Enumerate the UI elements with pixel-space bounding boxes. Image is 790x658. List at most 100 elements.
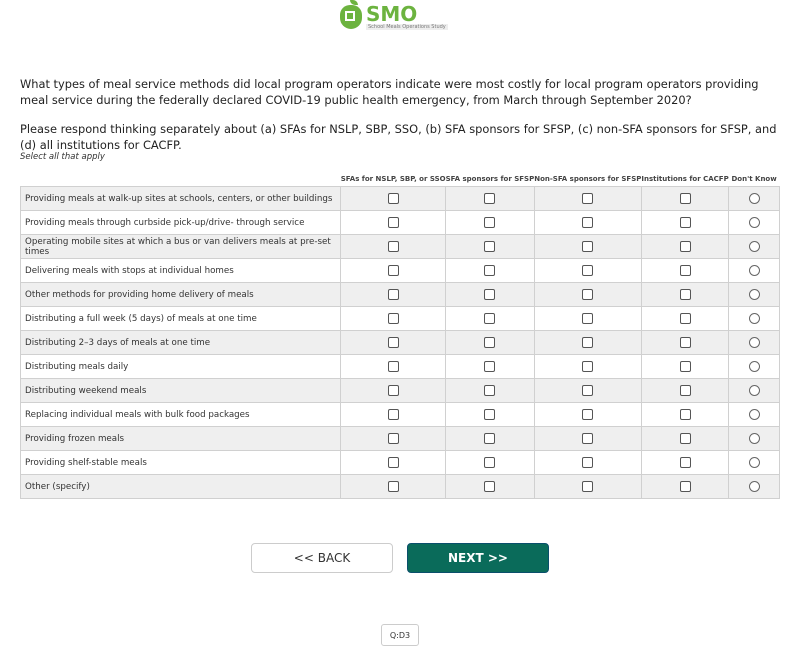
- instruction-text: Please respond thinking separately about…: [20, 122, 777, 152]
- checkbox[interactable]: [484, 361, 496, 372]
- row-label: Distributing 2–3 days of meals at one ti…: [19, 330, 342, 355]
- dont-know-radio[interactable]: [748, 241, 760, 252]
- row-label: Operating mobile sites at which a bus or…: [19, 234, 342, 259]
- checkbox[interactable]: [582, 409, 594, 420]
- dont-know-radio[interactable]: [748, 409, 760, 420]
- cell: [640, 186, 730, 211]
- table-row: Providing meals at walk-up sites at scho…: [19, 186, 780, 211]
- cell: [445, 258, 535, 283]
- checkbox[interactable]: [582, 457, 594, 468]
- checkbox[interactable]: [679, 193, 691, 204]
- checkbox[interactable]: [484, 385, 496, 396]
- question-text: What types of meal service methods did l…: [20, 77, 759, 107]
- cell: [445, 402, 535, 427]
- checkbox[interactable]: [582, 337, 594, 348]
- dont-know-radio[interactable]: [748, 313, 760, 324]
- cell: [445, 474, 535, 499]
- checkbox[interactable]: [582, 241, 594, 252]
- dont-know-radio[interactable]: [748, 217, 760, 228]
- row-label: Other methods for providing home deliver…: [19, 282, 342, 307]
- row-label: Providing meals through curbside pick-up…: [19, 210, 342, 235]
- dont-know-radio[interactable]: [748, 337, 760, 348]
- dont-know-radio[interactable]: [748, 457, 760, 468]
- checkbox[interactable]: [484, 193, 496, 204]
- next-button[interactable]: NEXT >>: [407, 543, 549, 573]
- checkbox[interactable]: [679, 409, 691, 420]
- checkbox[interactable]: [484, 457, 496, 468]
- checkbox[interactable]: [582, 361, 594, 372]
- checkbox[interactable]: [387, 313, 399, 324]
- checkbox[interactable]: [679, 385, 691, 396]
- checkbox[interactable]: [679, 241, 691, 252]
- cell: [640, 474, 730, 499]
- checkbox[interactable]: [484, 289, 496, 300]
- cell: [445, 282, 535, 307]
- cell: [445, 330, 535, 355]
- checkbox[interactable]: [387, 265, 399, 276]
- cell: [445, 426, 535, 451]
- dont-know-radio[interactable]: [748, 385, 760, 396]
- cell: [533, 234, 642, 259]
- checkbox[interactable]: [582, 193, 594, 204]
- cell: [533, 306, 642, 331]
- checkbox[interactable]: [387, 337, 399, 348]
- checkbox[interactable]: [484, 433, 496, 444]
- checkbox[interactable]: [679, 457, 691, 468]
- cell: [533, 186, 642, 211]
- checkbox[interactable]: [679, 217, 691, 228]
- select-all-note: Select all that apply: [20, 152, 105, 162]
- cell: [728, 210, 780, 235]
- dont-know-radio[interactable]: [748, 361, 760, 372]
- checkbox[interactable]: [387, 457, 399, 468]
- checkbox[interactable]: [387, 193, 399, 204]
- cell: [728, 330, 780, 355]
- checkbox[interactable]: [679, 313, 691, 324]
- table-row: Distributing meals daily: [19, 354, 780, 379]
- checkbox[interactable]: [679, 433, 691, 444]
- dont-know-radio[interactable]: [748, 265, 760, 276]
- cell: [340, 282, 447, 307]
- dont-know-radio[interactable]: [748, 481, 760, 492]
- checkbox[interactable]: [387, 241, 399, 252]
- checkbox[interactable]: [387, 385, 399, 396]
- checkbox[interactable]: [484, 409, 496, 420]
- cell: [340, 402, 447, 427]
- back-button[interactable]: << BACK: [251, 543, 393, 573]
- checkbox[interactable]: [387, 433, 399, 444]
- checkbox[interactable]: [582, 313, 594, 324]
- checkbox[interactable]: [679, 361, 691, 372]
- checkbox[interactable]: [387, 481, 399, 492]
- checkbox[interactable]: [484, 481, 496, 492]
- checkbox[interactable]: [582, 433, 594, 444]
- checkbox[interactable]: [484, 241, 496, 252]
- checkbox[interactable]: [484, 265, 496, 276]
- checkbox[interactable]: [582, 289, 594, 300]
- cell: [340, 234, 447, 259]
- checkbox[interactable]: [387, 409, 399, 420]
- checkbox[interactable]: [582, 481, 594, 492]
- dont-know-radio[interactable]: [748, 289, 760, 300]
- checkbox[interactable]: [582, 217, 594, 228]
- checkbox[interactable]: [387, 217, 399, 228]
- cell: [640, 402, 730, 427]
- dont-know-radio[interactable]: [748, 433, 760, 444]
- checkbox[interactable]: [387, 361, 399, 372]
- checkbox[interactable]: [679, 481, 691, 492]
- table-row: Providing frozen meals: [19, 426, 780, 451]
- cell: [640, 258, 730, 283]
- checkbox[interactable]: [484, 217, 496, 228]
- table-row: Distributing 2–3 days of meals at one ti…: [19, 330, 780, 355]
- checkbox[interactable]: [679, 265, 691, 276]
- checkbox[interactable]: [484, 337, 496, 348]
- cell: [728, 378, 780, 403]
- checkbox[interactable]: [679, 337, 691, 348]
- cell: [728, 186, 780, 211]
- cell: [640, 426, 730, 451]
- dont-know-radio[interactable]: [748, 193, 760, 204]
- checkbox[interactable]: [484, 313, 496, 324]
- checkbox[interactable]: [679, 289, 691, 300]
- checkbox[interactable]: [582, 265, 594, 276]
- checkbox[interactable]: [387, 289, 399, 300]
- row-label: Other (specify): [19, 474, 342, 499]
- checkbox[interactable]: [582, 385, 594, 396]
